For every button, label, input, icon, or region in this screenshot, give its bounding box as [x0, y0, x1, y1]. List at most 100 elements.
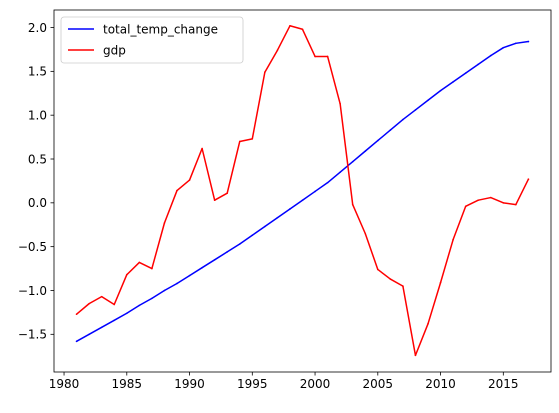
data-point-total_temp_change-1995 [251, 234, 254, 237]
data-point-gdp-1995 [251, 138, 254, 140]
x-tick-label-2010: 2010 [425, 377, 456, 391]
data-point-total_temp_change-1996 [264, 225, 266, 228]
x-axis: 1980 1985 1990 1995 2000 2005 2010 2015 [49, 372, 519, 391]
data-point-gdp-1984 [113, 303, 116, 306]
x-tick-label-1995: 1995 [237, 377, 268, 391]
data-point-gdp-1981 [75, 313, 78, 315]
data-point-gdp-2012 [464, 205, 467, 208]
y-tick-label-3: 0.0 [28, 196, 47, 210]
data-point-gdp-1989 [176, 189, 178, 192]
data-point-gdp-1998 [289, 24, 291, 27]
data-point-total_temp_change-1993 [226, 251, 228, 253]
data-point-total_temp_change-1999 [301, 199, 304, 201]
data-point-total_temp_change-1981 [75, 340, 78, 343]
legend-label-total_temp_change: total_temp_change [103, 22, 218, 36]
data-point-total_temp_change-2007 [402, 118, 404, 121]
y-tick-label-5: 1.0 [28, 108, 47, 122]
data-point-total_temp_change-2006 [389, 129, 392, 131]
data-point-total_temp_change-2009 [427, 99, 429, 102]
data-point-total_temp_change-1991 [201, 266, 203, 269]
data-point-total_temp_change-1989 [176, 282, 178, 285]
data-point-gdp-1987 [151, 267, 153, 270]
data-point-gdp-1996 [264, 71, 266, 74]
data-point-total_temp_change-2008 [414, 109, 417, 111]
data-point-total_temp_change-2013 [477, 63, 480, 66]
data-point-total_temp_change-1992 [213, 259, 216, 261]
data-point-gdp-1991 [201, 147, 203, 150]
series-layer [75, 24, 530, 357]
x-tick-label-2005: 2005 [363, 377, 394, 391]
data-point-gdp-1994 [238, 140, 241, 143]
series-total_temp_change [75, 40, 530, 343]
data-point-gdp-1985 [125, 273, 128, 276]
data-point-gdp-2001 [326, 55, 329, 58]
data-point-total_temp_change-1985 [125, 312, 128, 315]
data-point-gdp-2003 [351, 203, 354, 206]
data-point-gdp-2004 [364, 232, 367, 235]
data-point-total_temp_change-1982 [88, 333, 90, 336]
y-tick-label-4: 0.5 [28, 152, 47, 166]
y-tick-label-1: −1.0 [18, 284, 47, 298]
data-point-total_temp_change-2004 [364, 150, 367, 152]
data-point-gdp-1982 [88, 302, 90, 305]
x-tick-label-2015: 2015 [488, 377, 519, 391]
data-point-gdp-1988 [163, 222, 166, 224]
data-point-gdp-2013 [477, 199, 480, 201]
y-axis: −1.5 −1.0 −0.5 0.0 0.5 1.0 1.5 2.0 [18, 21, 54, 342]
data-point-gdp-2017 [527, 178, 530, 180]
data-point-total_temp_change-2015 [502, 46, 505, 49]
data-point-gdp-2014 [489, 196, 492, 199]
data-point-gdp-2015 [502, 202, 505, 204]
data-point-total_temp_change-1997 [276, 216, 279, 219]
series-gdp [75, 24, 530, 357]
legend-label-gdp: gdp [103, 43, 126, 57]
data-point-total_temp_change-2012 [464, 72, 467, 74]
data-point-total_temp_change-2003 [351, 160, 354, 163]
y-tick-label-7: 2.0 [28, 21, 47, 35]
data-point-gdp-1990 [188, 179, 191, 181]
legend-frame [60, 16, 244, 64]
data-point-gdp-1983 [100, 295, 103, 298]
data-point-total_temp_change-1987 [151, 297, 153, 300]
data-point-total_temp_change-1986 [138, 304, 141, 307]
y-tick-label-6: 1.5 [28, 65, 47, 79]
data-point-gdp-1999 [301, 28, 304, 31]
data-point-gdp-2007 [402, 285, 404, 287]
data-point-gdp-2005 [377, 268, 379, 271]
data-point-total_temp_change-1984 [113, 319, 116, 322]
data-point-total_temp_change-1990 [188, 274, 191, 277]
data-point-total_temp_change-1998 [289, 208, 291, 210]
x-tick-label-1980: 1980 [49, 377, 80, 391]
data-point-total_temp_change-2016 [515, 42, 517, 45]
y-tick-label-2: −0.5 [18, 240, 47, 254]
x-tick-label-2000: 2000 [300, 377, 331, 391]
x-tick-label-1985: 1985 [112, 377, 143, 391]
data-point-gdp-2006 [389, 278, 392, 280]
x-tick-label-1990: 1990 [174, 377, 205, 391]
data-point-total_temp_change-2017 [527, 40, 530, 43]
data-point-gdp-1992 [213, 199, 216, 201]
data-point-total_temp_change-2010 [439, 89, 442, 92]
y-tick-label-0: −1.5 [18, 328, 47, 342]
data-point-gdp-2011 [452, 238, 454, 241]
data-point-total_temp_change-2011 [452, 81, 454, 83]
data-point-total_temp_change-1983 [100, 326, 103, 329]
data-point-gdp-2010 [439, 281, 442, 284]
plot-frame [53, 9, 552, 373]
data-point-total_temp_change-2014 [489, 54, 492, 57]
data-point-total_temp_change-2002 [339, 171, 341, 173]
data-point-gdp-2016 [515, 203, 517, 206]
data-point-total_temp_change-2000 [314, 190, 316, 193]
data-point-gdp-1993 [226, 192, 228, 194]
data-point-total_temp_change-2005 [377, 139, 379, 142]
data-point-total_temp_change-1988 [163, 289, 166, 292]
data-point-total_temp_change-1994 [238, 243, 241, 245]
data-point-gdp-1986 [138, 261, 141, 264]
data-point-gdp-2009 [427, 322, 429, 325]
data-point-gdp-1997 [276, 49, 279, 52]
data-point-gdp-2008 [414, 354, 417, 357]
data-point-total_temp_change-2001 [326, 181, 329, 184]
data-point-gdp-2000 [314, 55, 316, 58]
